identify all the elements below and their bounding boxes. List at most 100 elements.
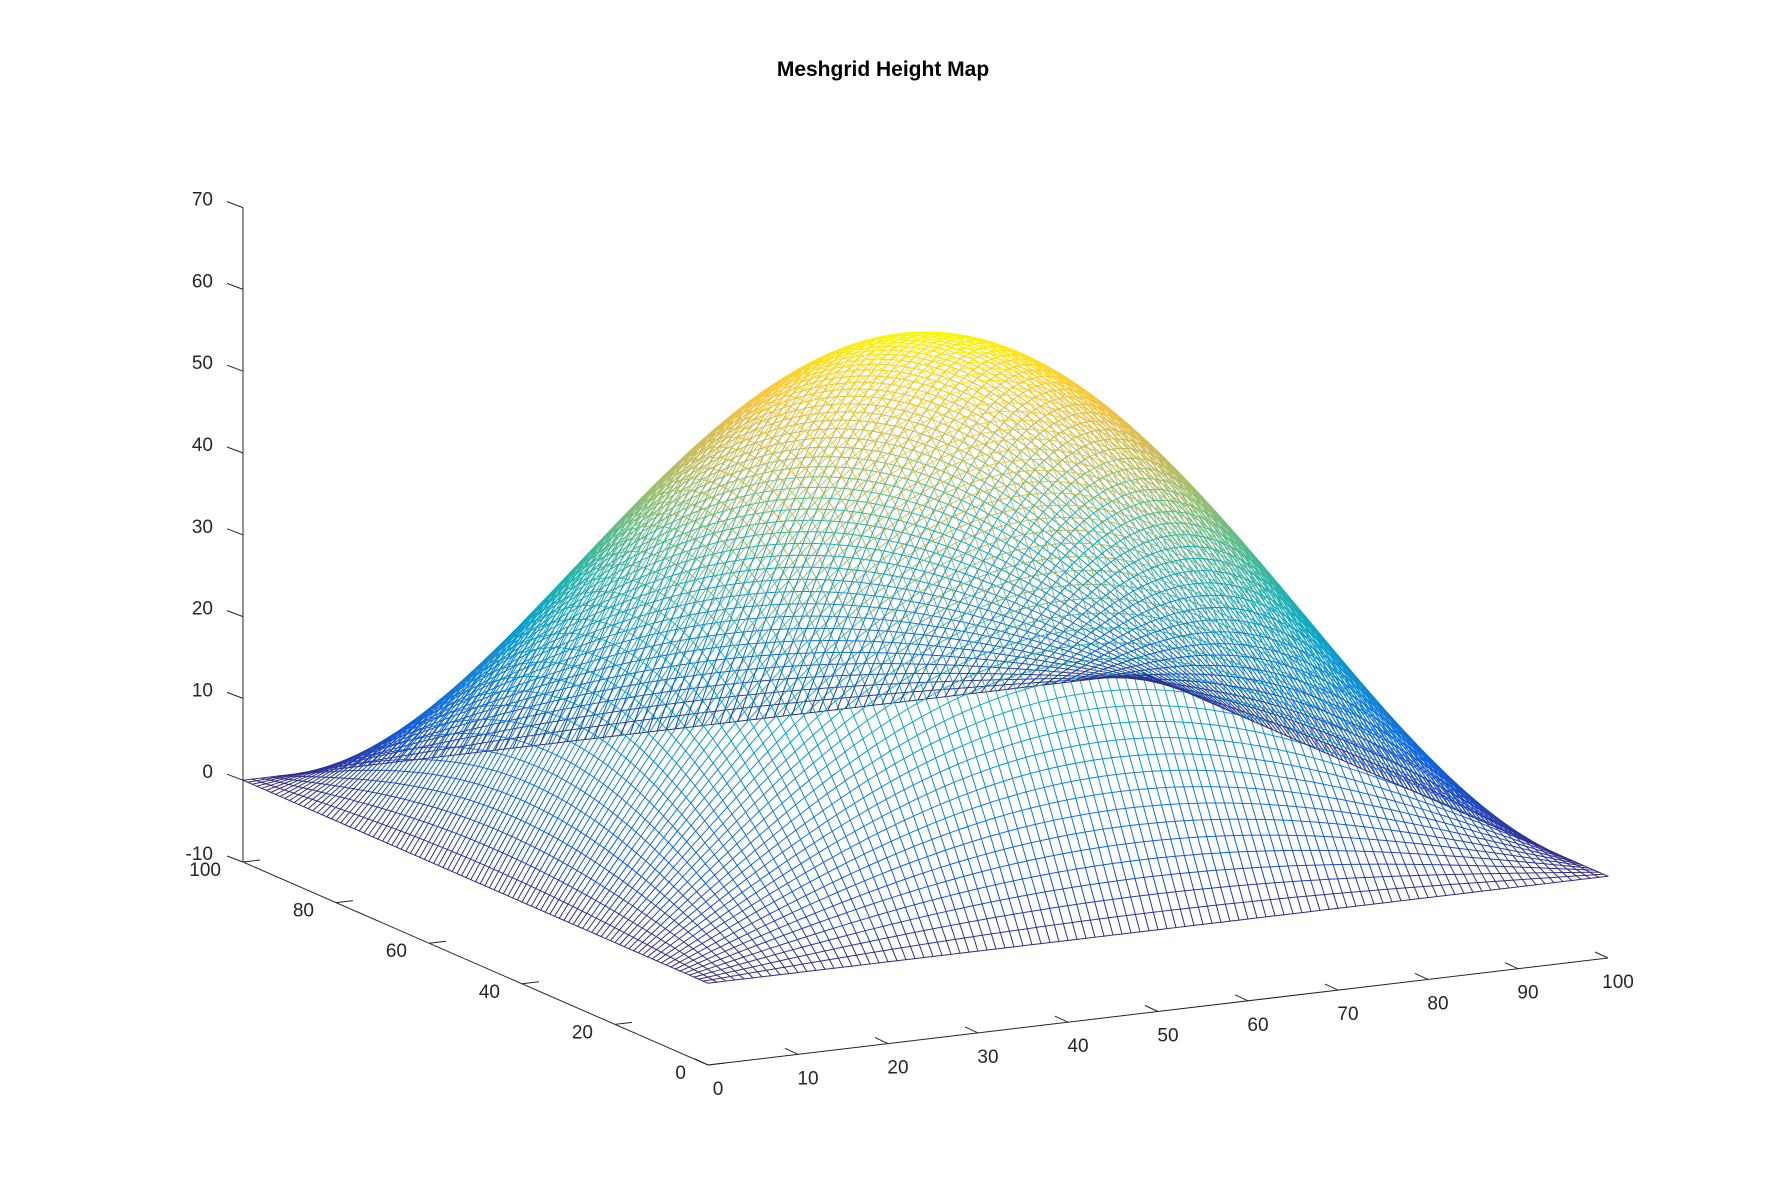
mesh-segment-x	[991, 564, 1002, 570]
mesh-segment-x	[1093, 672, 1104, 675]
mesh-segment-x	[960, 540, 971, 546]
mesh-segment-x	[667, 584, 678, 588]
mesh-segment-x	[868, 694, 879, 697]
mesh-segment-x	[460, 838, 471, 856]
mesh-segment-x	[905, 632, 916, 635]
mesh-segment-x	[492, 811, 503, 829]
mesh-segment-x	[657, 654, 668, 658]
mesh-segment-x	[367, 792, 378, 805]
mesh-segment-x	[413, 759, 424, 773]
mesh-segment-x	[362, 769, 373, 780]
mesh-segment-x	[523, 708, 534, 725]
mesh-segment-x	[933, 509, 944, 514]
mesh-segment-x	[1009, 573, 1020, 579]
mesh-segment-x	[670, 689, 681, 692]
mesh-segment-x	[375, 760, 386, 771]
mesh-segment-x	[545, 625, 556, 632]
mesh-segment-x	[829, 520, 840, 523]
mesh-segment-x	[334, 765, 344, 772]
mesh-segment-x	[467, 735, 478, 738]
mesh-segment-x	[922, 689, 933, 692]
mesh-segment-x	[885, 423, 896, 427]
mesh-segment-x	[519, 762, 530, 780]
mesh-segment-x	[703, 598, 713, 602]
mesh-segment-x	[913, 368, 924, 372]
mesh-segment-x	[603, 688, 614, 691]
mesh-segment-x	[900, 642, 911, 645]
mesh-segment-x	[919, 580, 930, 584]
mesh-segment-x	[1059, 607, 1070, 614]
mesh-segment-x	[1032, 576, 1043, 583]
mesh-segment-x	[834, 509, 845, 512]
mesh-segment-x	[251, 777, 262, 780]
mesh-segment-x	[1187, 609, 1198, 622]
mesh-segment-x	[676, 581, 687, 586]
mesh-segment-x	[418, 805, 429, 821]
mesh-segment-x	[366, 754, 377, 763]
mesh-segment-x	[256, 778, 267, 782]
mesh-segment-x	[353, 779, 364, 790]
mesh-segment-x	[898, 436, 909, 440]
mesh-segment-x	[611, 734, 622, 737]
mesh-segment-x	[789, 487, 800, 489]
mesh-segment-x	[969, 524, 980, 530]
mesh-segment-x	[523, 644, 534, 651]
mesh-segment-x	[469, 802, 480, 820]
mesh-segment-x	[311, 771, 322, 778]
mesh-segment-x	[600, 569, 611, 576]
mesh-segment-x	[1112, 665, 1123, 670]
mesh-segment-x	[996, 537, 1007, 544]
mesh-segment-x	[1031, 639, 1042, 644]
mesh-segment-x	[407, 730, 418, 741]
mesh-segment-x	[675, 627, 686, 630]
mesh-segment-x	[653, 598, 664, 603]
mesh-segment-x	[762, 532, 773, 535]
mesh-segment-x	[450, 762, 461, 778]
mesh-segment-x	[427, 737, 438, 741]
mesh-segment-x	[689, 612, 700, 616]
mesh-segment-x	[1148, 674, 1159, 680]
mesh-segment-x	[787, 677, 798, 680]
mesh-segment-x	[409, 802, 420, 818]
mesh-segment-x	[436, 776, 447, 792]
mesh-segment-x	[911, 512, 922, 517]
mesh-segment-x	[847, 521, 858, 525]
mesh-segment-x	[950, 637, 961, 641]
mesh-segment-x	[473, 687, 484, 693]
mesh-segment-x	[1108, 660, 1118, 665]
mesh-segment-x	[1018, 612, 1029, 617]
mesh-segment-x	[326, 806, 337, 818]
mesh-segment-x	[689, 637, 700, 640]
mesh-segment-x	[1149, 643, 1160, 653]
mesh-segment-x	[965, 532, 976, 538]
mesh-segment-x	[584, 737, 595, 741]
mesh-segment-x	[702, 672, 713, 675]
mesh-segment-x	[247, 780, 258, 783]
mesh-segment-x	[460, 799, 471, 817]
mesh-segment-x	[977, 642, 988, 645]
mesh-segment-x	[567, 674, 578, 679]
mesh-segment-x	[465, 840, 476, 858]
mesh-segment-x	[407, 724, 418, 735]
mesh-segment-x	[829, 543, 840, 546]
mesh-segment-x	[613, 584, 624, 590]
mesh-segment-x	[531, 685, 542, 690]
mesh-segment-x	[366, 760, 377, 771]
mesh-segment-x	[1068, 582, 1079, 591]
mesh-segment-x	[1022, 605, 1033, 611]
mesh-segment-x	[685, 602, 695, 605]
mesh-segment-x	[478, 786, 489, 804]
mesh-segment-x	[742, 655, 753, 658]
mesh-segment-x	[934, 488, 945, 493]
mesh-segment-x	[400, 800, 410, 815]
mesh-segment-x	[902, 467, 913, 471]
mesh-segment-x	[1048, 666, 1059, 669]
mesh-segment-x	[666, 652, 677, 656]
mesh-segment-x	[1050, 587, 1061, 594]
mesh-segment-x	[613, 568, 624, 575]
mesh-segment-x	[688, 661, 699, 665]
mesh-segment-x	[897, 542, 908, 546]
mesh-segment-x	[996, 557, 1007, 563]
mesh-segment-x	[553, 688, 564, 692]
mesh-segment-x	[312, 802, 323, 812]
